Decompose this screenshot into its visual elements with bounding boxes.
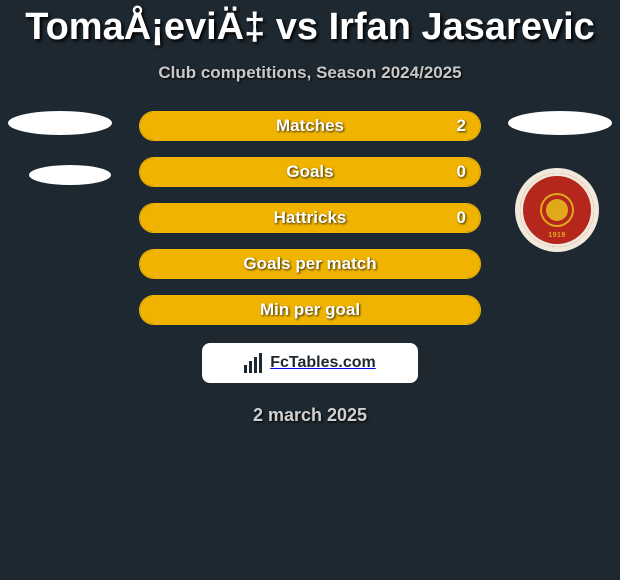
player2-placeholder-icon	[508, 111, 612, 135]
bars-icon	[244, 353, 264, 373]
player1-placeholder-icon	[8, 111, 112, 135]
stat-row-matches: Matches 2	[139, 111, 481, 141]
stat-row-goals-per-match: Goals per match	[139, 249, 481, 279]
page-subtitle: Club competitions, Season 2024/2025	[0, 63, 620, 83]
stat-row-hattricks: Hattricks 0	[139, 203, 481, 233]
stat-label: Hattricks	[274, 208, 347, 228]
snapshot-date: 2 march 2025	[0, 405, 620, 426]
page-title: TomaÅ¡eviÄ‡ vs Irfan Jasarevic	[0, 0, 620, 49]
stat-value: 0	[457, 162, 466, 182]
stat-row-goals: Goals 0	[139, 157, 481, 187]
stat-value: 2	[457, 116, 466, 136]
stat-label: Min per goal	[260, 300, 360, 320]
player2-club-logo: 1919	[515, 168, 599, 252]
club-logo-year: 1919	[520, 232, 594, 239]
fctables-link[interactable]: FcTables.com	[202, 343, 418, 383]
stat-label: Matches	[276, 116, 344, 136]
brand-text: FcTables.com	[270, 354, 376, 372]
stat-row-min-per-goal: Min per goal	[139, 295, 481, 325]
player1-club-placeholder-icon	[29, 165, 111, 185]
comparison-chart: 1919 Matches 2 Goals 0 Hattricks 0 Goals…	[0, 111, 620, 325]
stat-label: Goals	[286, 162, 333, 182]
stat-label: Goals per match	[243, 254, 376, 274]
stat-value: 0	[457, 208, 466, 228]
